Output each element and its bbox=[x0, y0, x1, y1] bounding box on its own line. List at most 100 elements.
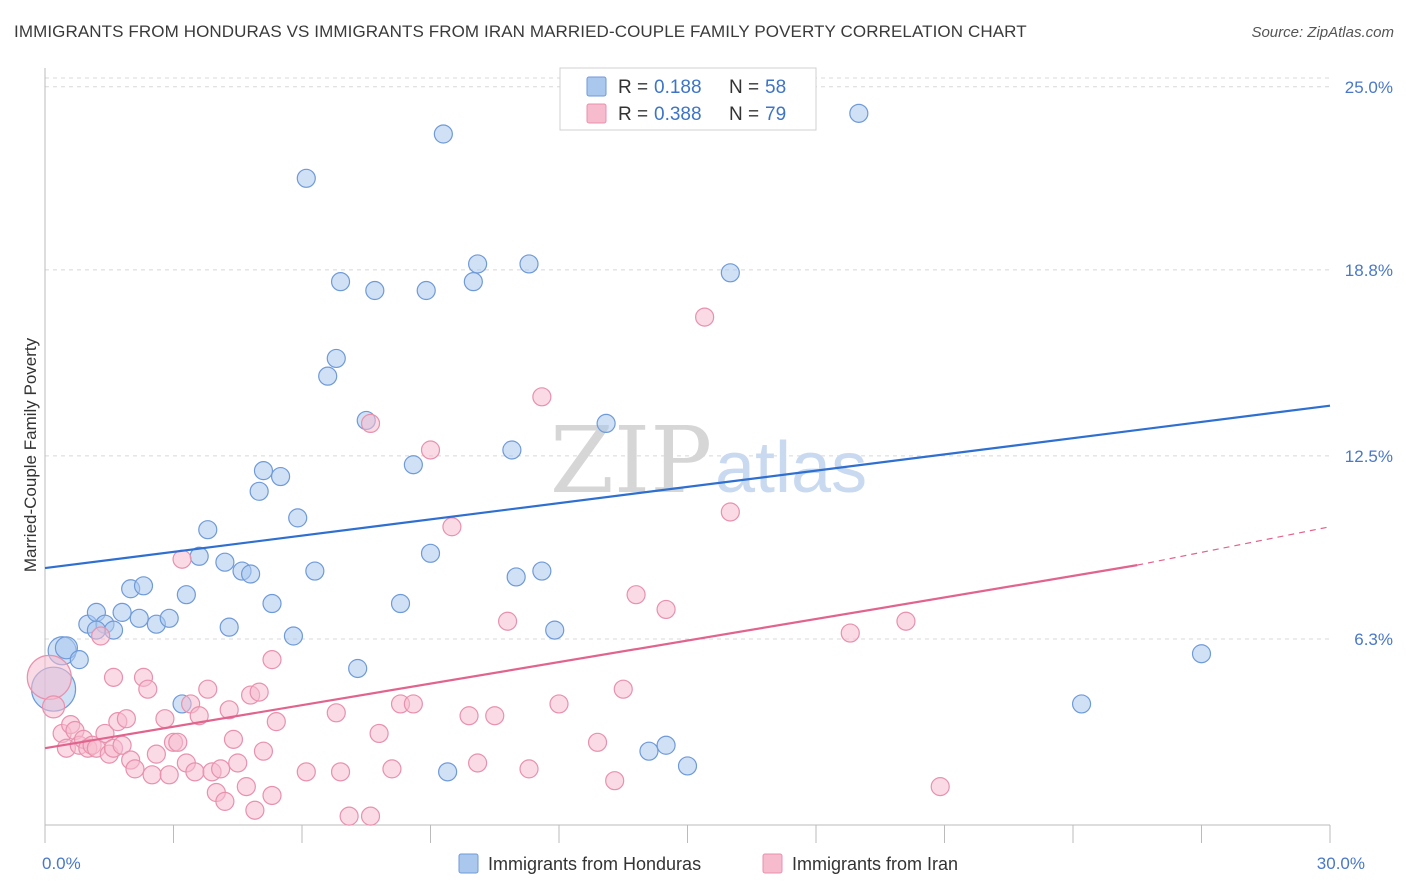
point-iran bbox=[138, 679, 158, 699]
axes: 6.3% 12.5% 18.8% 25.0% 0.0% 30.0% bbox=[42, 68, 1393, 873]
y-axis-label: Married-Couple Family Poverty bbox=[21, 337, 40, 572]
point-iran bbox=[26, 654, 72, 700]
legend-n-value-honduras: 58 bbox=[765, 77, 786, 98]
point-iran bbox=[532, 387, 552, 407]
point-iran bbox=[656, 599, 676, 620]
legend-swatch-iran bbox=[586, 103, 607, 124]
point-iran bbox=[330, 762, 351, 782]
point-iran bbox=[360, 413, 381, 433]
point-honduras bbox=[129, 608, 149, 628]
legend-n-label-honduras: N = bbox=[729, 77, 759, 98]
point-honduras bbox=[677, 756, 698, 776]
point-iran bbox=[116, 709, 136, 729]
point-honduras bbox=[159, 608, 179, 628]
bottom-legend: Immigrants from Honduras Immigrants from… bbox=[458, 853, 958, 874]
legend-r-label-honduras: R = bbox=[618, 77, 648, 98]
point-honduras bbox=[326, 348, 346, 369]
point-honduras bbox=[519, 254, 539, 274]
y-tick-label: 6.3% bbox=[1354, 630, 1393, 649]
bottom-legend-swatch-honduras bbox=[458, 853, 479, 874]
point-iran bbox=[369, 723, 389, 744]
point-iran bbox=[155, 709, 175, 729]
point-iran bbox=[125, 759, 145, 779]
point-honduras bbox=[348, 658, 368, 679]
x-tick-label: 30.0% bbox=[1317, 854, 1365, 873]
point-iran bbox=[549, 694, 569, 714]
point-iran bbox=[266, 712, 286, 732]
point-iran bbox=[159, 765, 179, 785]
point-iran bbox=[468, 753, 488, 773]
point-honduras bbox=[241, 564, 261, 584]
point-iran bbox=[245, 800, 265, 820]
point-honduras bbox=[468, 254, 488, 274]
point-honduras bbox=[1191, 644, 1212, 664]
y-tick-label: 18.8% bbox=[1345, 261, 1393, 280]
point-honduras bbox=[219, 617, 239, 637]
y-tick-label: 12.5% bbox=[1345, 447, 1393, 466]
point-iran bbox=[896, 611, 916, 631]
point-honduras bbox=[54, 636, 79, 660]
trend-lines bbox=[44, 404, 1331, 750]
point-honduras bbox=[1071, 694, 1092, 714]
point-honduras bbox=[176, 585, 196, 605]
point-iran bbox=[403, 694, 423, 714]
bottom-legend-label-honduras: Immigrants from Honduras bbox=[488, 854, 701, 874]
point-iran bbox=[236, 777, 256, 797]
point-honduras bbox=[720, 263, 740, 283]
point-iran bbox=[249, 682, 269, 702]
point-iran bbox=[168, 732, 188, 752]
point-honduras bbox=[545, 620, 565, 640]
point-iran bbox=[613, 679, 633, 699]
point-honduras bbox=[288, 508, 308, 528]
point-iran bbox=[605, 771, 625, 791]
point-iran bbox=[720, 502, 740, 522]
point-iran bbox=[626, 585, 646, 605]
point-iran bbox=[219, 700, 239, 720]
point-honduras bbox=[420, 543, 441, 563]
point-iran bbox=[41, 695, 66, 719]
point-honduras bbox=[198, 520, 218, 540]
point-honduras bbox=[253, 461, 274, 481]
point-iran bbox=[211, 759, 231, 779]
point-honduras bbox=[656, 735, 676, 755]
chart-source: Source: ZipAtlas.com bbox=[1251, 24, 1394, 41]
point-honduras bbox=[112, 602, 132, 622]
point-honduras bbox=[330, 272, 351, 292]
point-iran bbox=[198, 679, 218, 699]
point-honduras bbox=[262, 593, 282, 614]
legend-n-label-iran: N = bbox=[729, 104, 759, 125]
point-iran bbox=[228, 753, 248, 773]
point-iran bbox=[695, 307, 715, 327]
point-iran bbox=[262, 650, 282, 670]
point-honduras bbox=[249, 481, 269, 501]
point-iran bbox=[420, 440, 441, 460]
legend-r-value-iran: 0.388 bbox=[654, 104, 702, 125]
point-honduras bbox=[849, 103, 869, 123]
legend: R = 0.188 N = 58 R = 0.388 N = 79 bbox=[559, 67, 817, 131]
point-iran bbox=[103, 667, 124, 687]
point-honduras bbox=[305, 561, 325, 581]
y-tick-label: 25.0% bbox=[1345, 78, 1393, 97]
point-iran bbox=[519, 759, 539, 779]
point-iran bbox=[185, 762, 205, 782]
point-iran bbox=[172, 549, 192, 569]
trend-line-iran bbox=[44, 564, 1138, 750]
gridlines bbox=[45, 77, 1330, 640]
point-iran bbox=[840, 623, 860, 643]
point-iran bbox=[91, 626, 111, 646]
point-honduras bbox=[69, 650, 89, 670]
point-iran bbox=[382, 759, 402, 779]
point-iran bbox=[442, 517, 462, 537]
legend-r-label-iran: R = bbox=[618, 104, 648, 125]
point-honduras bbox=[416, 280, 436, 301]
point-iran bbox=[339, 806, 359, 826]
point-iran bbox=[930, 777, 950, 797]
legend-r-value-honduras: 0.188 bbox=[654, 77, 702, 98]
point-iran bbox=[498, 611, 518, 631]
trend-line-iran-extension bbox=[1137, 526, 1331, 566]
watermark-zip: ZIP bbox=[550, 407, 712, 514]
x-tick-label: 0.0% bbox=[42, 854, 81, 873]
point-iran bbox=[262, 785, 282, 806]
point-iran bbox=[485, 706, 505, 726]
